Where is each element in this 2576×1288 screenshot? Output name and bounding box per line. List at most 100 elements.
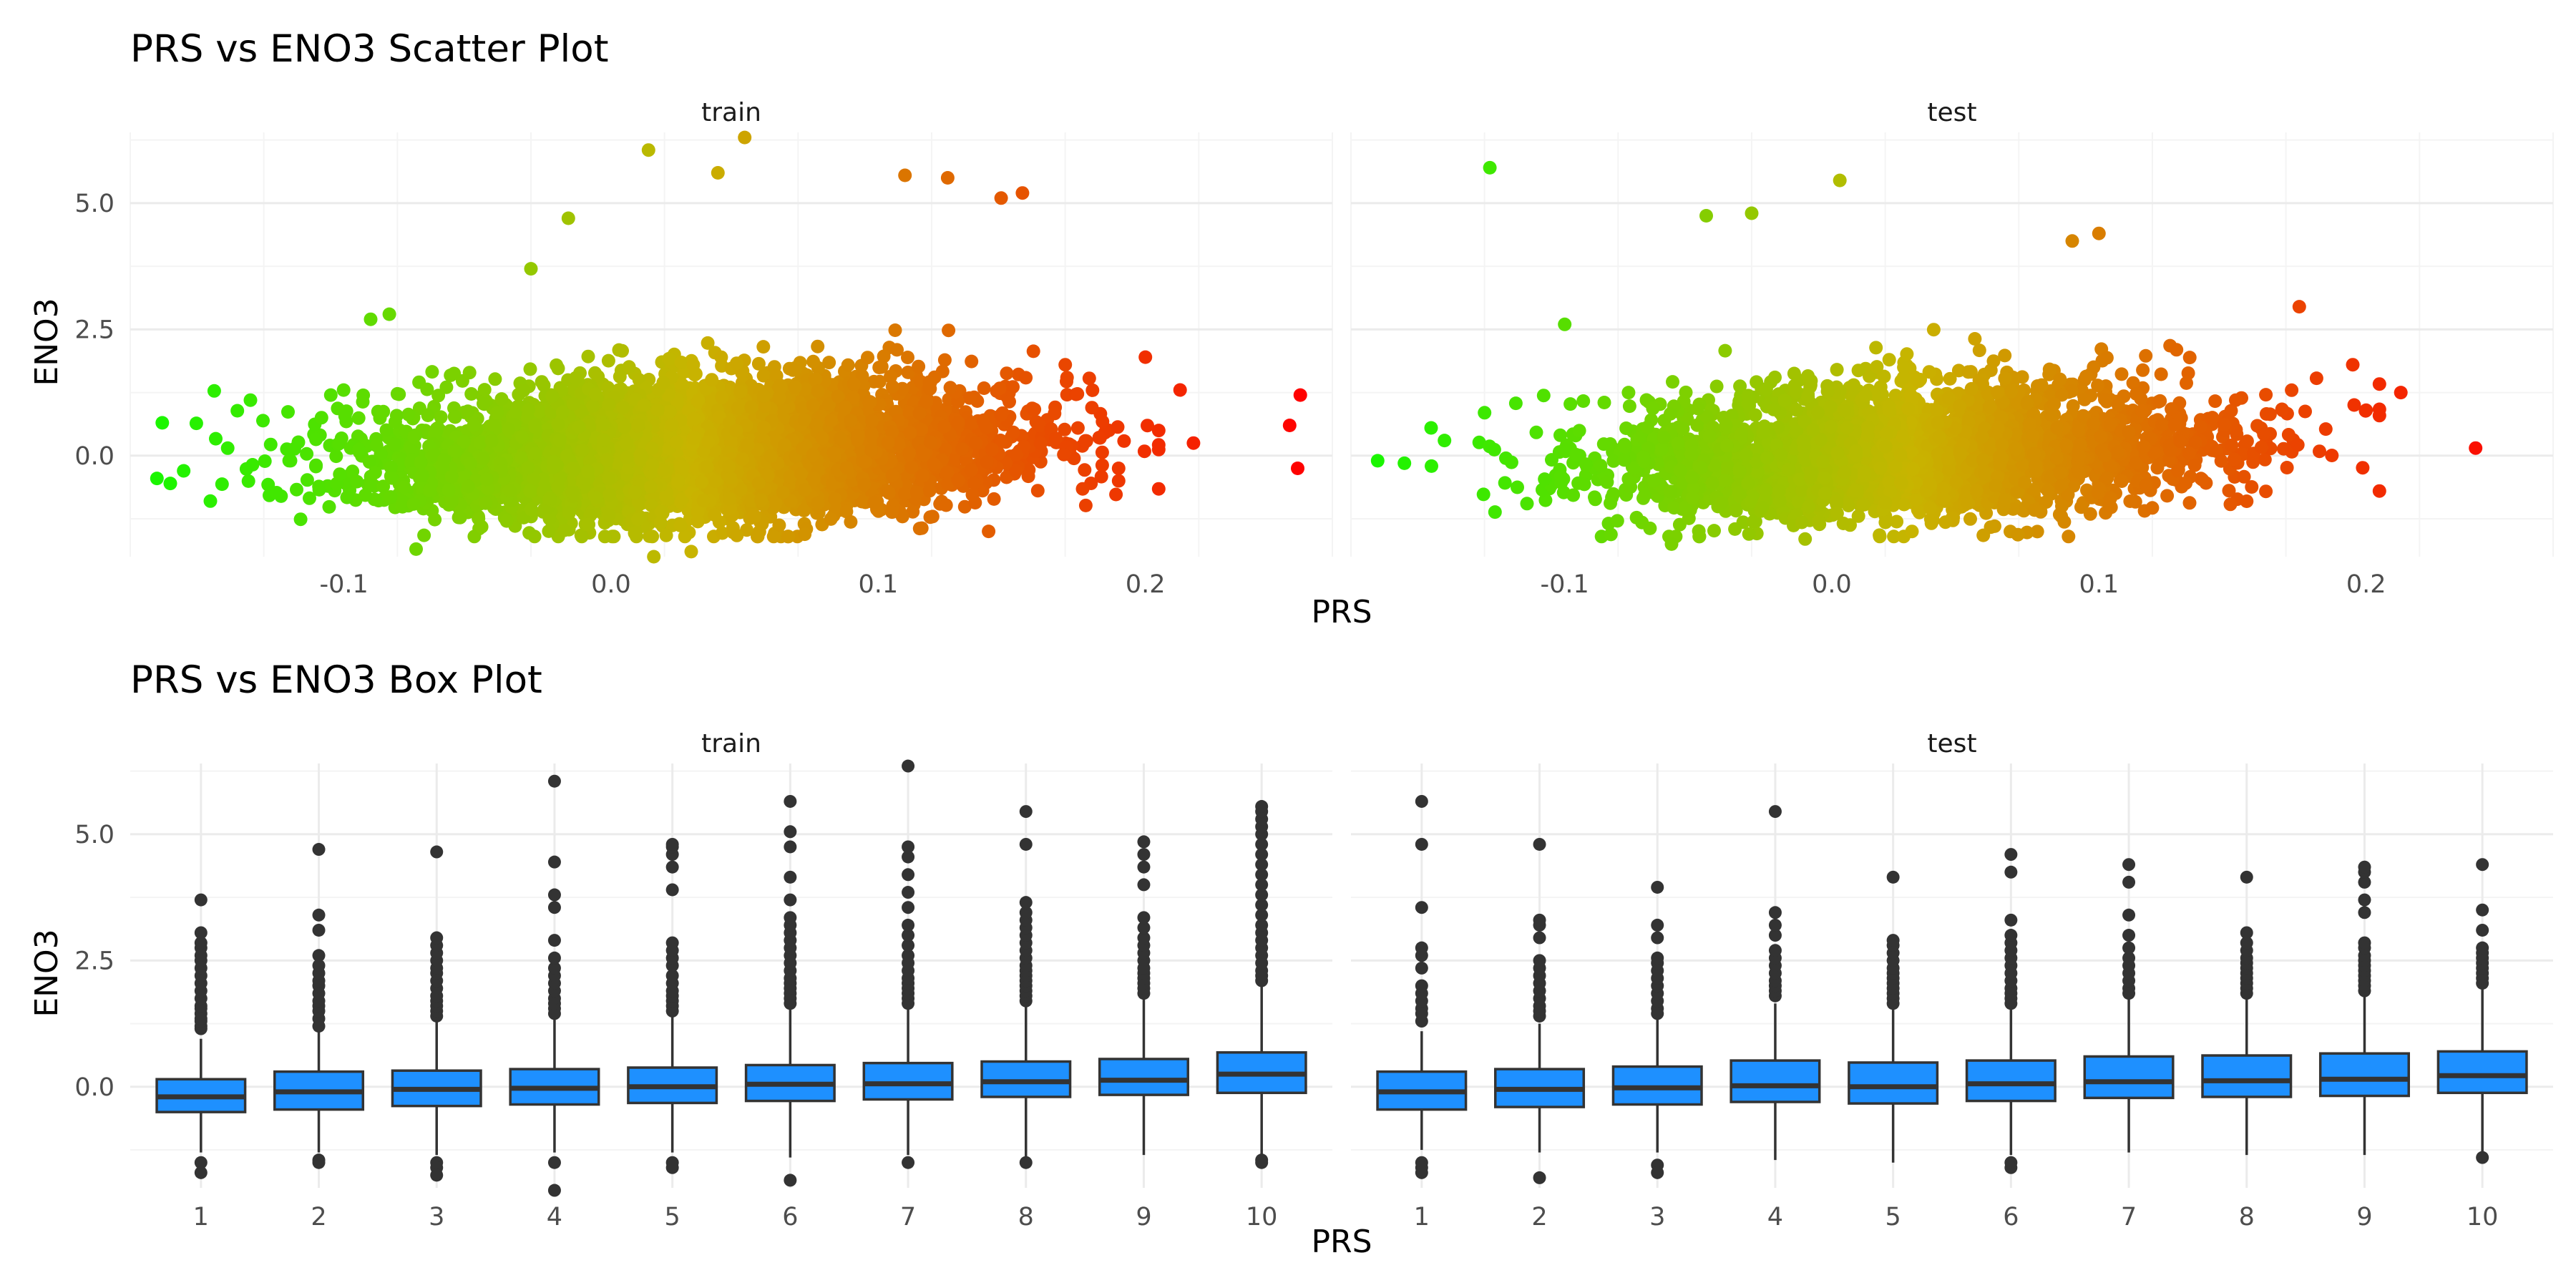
scatter-point — [912, 522, 927, 536]
scatter-point — [1095, 445, 1109, 459]
scatter-point — [645, 530, 660, 544]
scatter-point — [329, 449, 343, 464]
scatter-point — [290, 482, 303, 497]
scatter-point — [962, 391, 977, 405]
scatter-point — [557, 523, 572, 537]
scatter-point — [258, 454, 272, 468]
scatter-point — [701, 336, 715, 350]
scatter-point — [351, 411, 366, 425]
scatter-point — [1078, 463, 1092, 477]
scatter-point — [1092, 431, 1106, 444]
scatter-point — [270, 486, 283, 499]
scatter-point — [336, 383, 351, 397]
scatter-point — [494, 392, 509, 406]
scatter-point — [581, 349, 595, 364]
scatter-point — [939, 498, 953, 512]
scatter-point — [522, 403, 535, 416]
scatter-point — [523, 362, 537, 376]
scatter-point — [550, 358, 564, 372]
scatter-point — [612, 343, 626, 357]
scatter-y-axis-title: ENO3 — [29, 298, 65, 386]
scatter-point — [806, 354, 820, 369]
scatter-point — [397, 480, 411, 494]
scatter-point — [575, 530, 589, 544]
scatter-point — [714, 350, 728, 364]
scatter-point — [1057, 447, 1071, 462]
scatter-point — [965, 354, 979, 369]
scatter-point — [401, 407, 416, 421]
scatter-point — [356, 395, 370, 409]
scatter-point — [867, 496, 881, 510]
scatter-point — [1111, 474, 1126, 488]
scatter-point — [309, 458, 323, 472]
scatter-point — [421, 409, 435, 422]
scatter-point — [390, 386, 404, 401]
scatter-point — [300, 473, 314, 487]
scatter-point — [1095, 458, 1109, 472]
scatter-x-axis-title: PRS — [1311, 594, 1372, 630]
scatter-chart-title: PRS vs ENO3 Scatter Plot — [130, 27, 608, 71]
scatter-point — [263, 437, 278, 452]
scatter-point — [309, 432, 323, 447]
scatter-point — [488, 372, 502, 386]
scatter-point — [987, 492, 1001, 506]
scatter-point — [772, 518, 786, 532]
scatter-point — [230, 404, 245, 418]
scatter-point — [303, 491, 316, 505]
scatter-point — [1078, 434, 1093, 448]
scatter-facet-label-train: train — [701, 98, 761, 127]
scatter-point — [1141, 419, 1154, 433]
scatter-point — [613, 369, 627, 384]
scatter-point — [756, 340, 771, 354]
scatter-point — [376, 404, 391, 419]
scatter-point — [982, 525, 996, 539]
scatter-facet-label-test: test — [1927, 98, 1976, 127]
scatter-point — [340, 490, 354, 504]
scatter-point — [207, 384, 221, 398]
scatter-point — [542, 524, 556, 538]
scatter-point — [428, 512, 442, 527]
scatter-point — [662, 351, 676, 366]
scatter-point — [841, 358, 855, 372]
scatter-point — [261, 477, 275, 492]
scatter-point — [312, 479, 326, 494]
scatter-point — [601, 353, 615, 368]
scatter-train-points — [150, 130, 1307, 564]
scatter-point — [314, 411, 328, 425]
scatter-point — [1075, 482, 1090, 496]
scatter-point — [1058, 422, 1072, 436]
scatter-point — [1000, 366, 1014, 381]
scatter-point — [937, 353, 952, 367]
scatter-point — [215, 477, 229, 492]
scatter-point — [923, 510, 937, 525]
scatter-point — [322, 499, 336, 514]
scatter-point — [1078, 498, 1093, 512]
scatter-point — [1151, 438, 1166, 452]
scatter-point — [798, 527, 812, 542]
scatter-point — [256, 414, 270, 428]
scatter-point — [751, 356, 766, 371]
scatter-point — [1082, 371, 1096, 386]
scatter-point — [1117, 434, 1131, 448]
scatter-point — [462, 366, 477, 380]
scatter-point — [189, 416, 203, 431]
scatter-point — [281, 405, 295, 419]
scatter-point — [781, 530, 796, 544]
scatter-point — [1019, 371, 1033, 385]
scatter-point — [1137, 444, 1151, 459]
scatter-point — [756, 369, 771, 383]
scatter-point — [220, 441, 235, 455]
scatter-point — [417, 528, 431, 542]
scatter-point — [1109, 487, 1123, 502]
scatter-point — [766, 530, 781, 544]
scatter-point — [1033, 436, 1048, 451]
scatter-point — [822, 356, 836, 370]
scatter-point — [1030, 484, 1045, 498]
scatter-point — [209, 431, 223, 446]
scatter-point — [1085, 383, 1100, 397]
scatter-point — [811, 339, 825, 353]
scatter-point — [674, 356, 688, 369]
scatter-point — [241, 474, 255, 488]
